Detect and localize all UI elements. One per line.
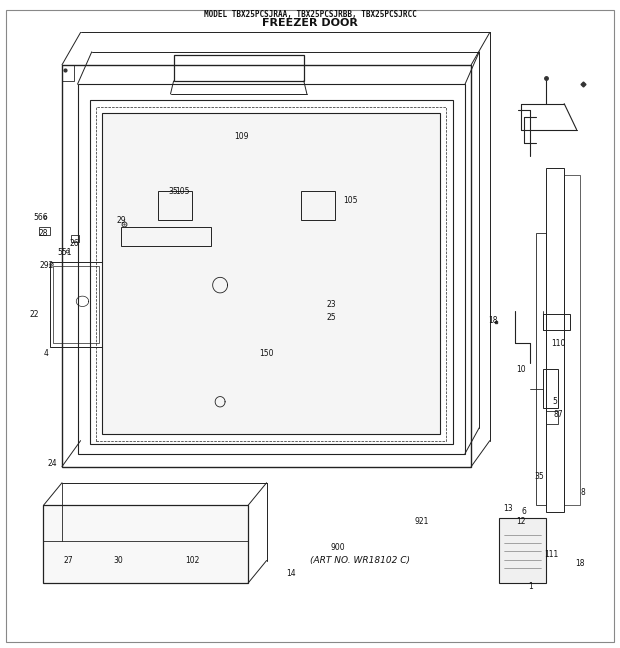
Text: 5: 5 <box>552 397 557 406</box>
Text: 12: 12 <box>516 517 526 526</box>
Bar <box>62 65 471 467</box>
Text: 551: 551 <box>58 248 73 257</box>
Text: 566: 566 <box>33 213 48 222</box>
Bar <box>102 113 440 434</box>
Bar <box>43 505 248 583</box>
Bar <box>121 227 211 246</box>
Text: 23: 23 <box>327 300 337 309</box>
Bar <box>546 411 558 424</box>
Text: 292: 292 <box>39 261 54 270</box>
Text: (ART NO. WR18102 C): (ART NO. WR18102 C) <box>309 556 410 565</box>
Text: 150: 150 <box>259 349 274 358</box>
Text: 14: 14 <box>286 569 296 578</box>
Text: 29: 29 <box>116 216 126 225</box>
Text: 24: 24 <box>48 459 58 468</box>
Text: MODEL TBX25PCSJRAA, TBX25PCSJRBB, TBX25PCSJRCC: MODEL TBX25PCSJRAA, TBX25PCSJRBB, TBX25P… <box>203 10 417 19</box>
Text: 13: 13 <box>503 504 513 513</box>
Bar <box>71 235 79 242</box>
Text: 4: 4 <box>44 349 49 358</box>
Text: 8: 8 <box>580 488 585 497</box>
Bar <box>564 175 580 505</box>
Bar <box>546 168 564 512</box>
Bar <box>53 266 99 343</box>
Text: 1: 1 <box>528 582 533 591</box>
Text: 35: 35 <box>169 187 179 196</box>
Text: 921: 921 <box>414 517 429 526</box>
Text: 18: 18 <box>488 316 498 325</box>
Text: FREEZER DOOR: FREEZER DOOR <box>262 18 358 28</box>
Text: 27: 27 <box>63 556 73 565</box>
Text: 35: 35 <box>534 472 544 481</box>
Text: 22: 22 <box>29 310 39 319</box>
Bar <box>78 84 465 454</box>
Bar <box>90 100 453 444</box>
Text: 87: 87 <box>553 410 563 419</box>
Bar <box>158 191 192 220</box>
Bar <box>301 191 335 220</box>
Text: 105: 105 <box>343 196 358 205</box>
Text: 30: 30 <box>113 556 123 565</box>
Text: 105: 105 <box>175 187 190 196</box>
Bar <box>39 227 50 235</box>
Text: 28: 28 <box>38 229 48 238</box>
Text: 111: 111 <box>545 550 559 559</box>
Text: 10: 10 <box>516 365 526 374</box>
Bar <box>62 65 74 81</box>
Bar <box>542 314 570 330</box>
Bar <box>499 518 546 583</box>
Text: 900: 900 <box>330 543 345 552</box>
Text: 102: 102 <box>185 556 200 565</box>
Text: 26: 26 <box>69 238 79 248</box>
Bar <box>536 233 546 505</box>
Bar <box>50 262 102 347</box>
Bar <box>174 55 304 81</box>
Bar <box>96 107 446 441</box>
Text: 110: 110 <box>551 339 565 348</box>
Text: 25: 25 <box>327 313 337 322</box>
Bar <box>542 369 558 408</box>
Text: 18: 18 <box>575 559 585 568</box>
Text: 6: 6 <box>521 507 526 516</box>
Text: 109: 109 <box>234 132 249 141</box>
